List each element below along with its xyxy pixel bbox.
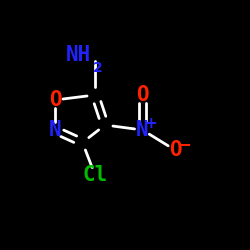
Text: Cl: Cl bbox=[82, 165, 108, 185]
Text: N: N bbox=[49, 120, 61, 140]
Text: NH: NH bbox=[66, 45, 91, 65]
Text: O: O bbox=[49, 90, 61, 110]
Text: N: N bbox=[136, 120, 149, 140]
Text: +: + bbox=[145, 116, 158, 130]
Text: −: − bbox=[178, 135, 192, 153]
Text: O: O bbox=[169, 140, 181, 160]
Text: O: O bbox=[136, 85, 149, 105]
Text: 2: 2 bbox=[92, 61, 102, 75]
